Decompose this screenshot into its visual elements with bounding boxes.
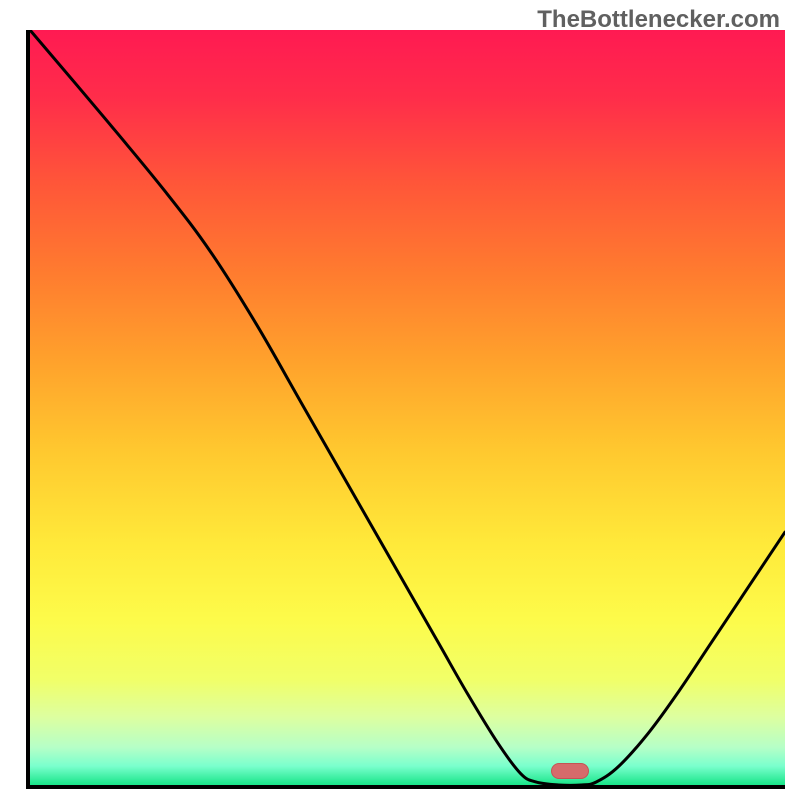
bottleneck-curve bbox=[30, 30, 785, 785]
chart-svg bbox=[30, 30, 785, 785]
x-axis bbox=[26, 785, 785, 789]
optimal-marker bbox=[551, 763, 589, 779]
y-axis bbox=[26, 30, 30, 789]
watermark-text: TheBottlenecker.com bbox=[537, 6, 780, 34]
gradient-background bbox=[30, 30, 785, 785]
bottleneck-chart: TheBottlenecker.com bbox=[0, 0, 800, 800]
plot-area bbox=[30, 30, 785, 785]
